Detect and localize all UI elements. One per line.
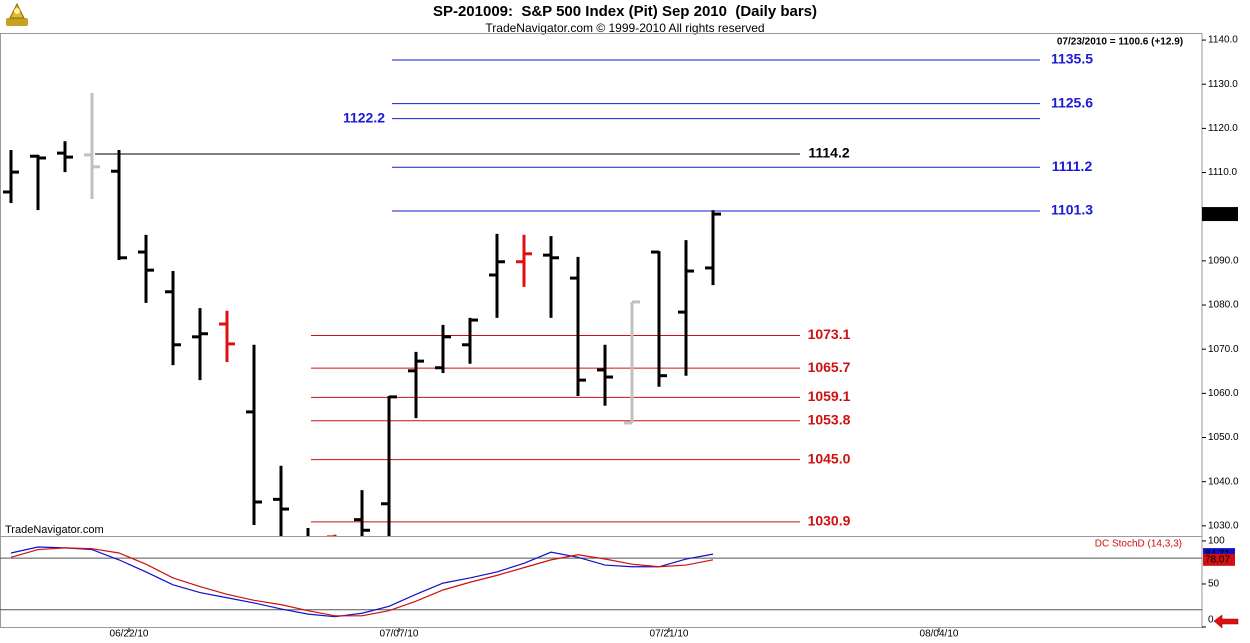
ohlc-bar: [111, 150, 127, 260]
ohlc-bar: [246, 344, 262, 525]
level-label: 1111.2: [1052, 158, 1093, 174]
level-label: 1053.8: [808, 411, 851, 427]
stoch-y-tick-label: 100: [1208, 536, 1225, 547]
level-label: 1125.6: [1051, 94, 1093, 110]
y-tick-label: 1040.0: [1208, 476, 1239, 487]
x-tick-label: 07/21/10: [650, 629, 689, 640]
stoch-title: DC StochD (14,3,3): [1095, 539, 1182, 550]
watermark: TradeNavigator.com: [5, 524, 104, 536]
level-label: 1073.1: [808, 326, 851, 342]
ohlc-bar: [651, 250, 667, 387]
ohlc-bar: [408, 351, 424, 419]
level-label: 1135.5: [1051, 51, 1093, 67]
ohlc-bar: [435, 324, 451, 374]
last-price-box: [1202, 207, 1238, 222]
ohlc-bar: [462, 317, 478, 364]
ohlc-bar: [84, 93, 100, 200]
y-tick-label: 1140.0: [1208, 35, 1238, 46]
level-label: 1065.7: [808, 359, 851, 375]
ohlc-bar: [138, 234, 154, 303]
ohlc-bar: [597, 344, 613, 406]
ohlc-bar: [57, 141, 73, 173]
stoch-layer: [0, 546, 1202, 618]
ohlc-bar: [354, 490, 370, 536]
logo: [6, 2, 28, 26]
ohlc-bar: [678, 240, 694, 376]
ohlc-bar: [570, 256, 586, 397]
level-label: 1101.3: [1051, 202, 1093, 218]
stoch-line: [10, 547, 714, 617]
stoch-y-tick-label: 0: [1208, 615, 1214, 626]
y-tick-label: 1080.0: [1208, 300, 1239, 311]
scroll-arrow[interactable]: [1213, 614, 1239, 629]
level-label: 1045.0: [808, 450, 851, 466]
stoch-value-box: [1203, 553, 1235, 566]
level-label: 1114.2: [808, 145, 849, 161]
y-tick-label: 1130.0: [1208, 79, 1238, 90]
stoch-panel-border: [0, 536, 1203, 628]
y-tick-label: 1090.0: [1208, 256, 1239, 267]
ohlc-bar: [30, 154, 46, 211]
ohlc-bar: [192, 308, 208, 381]
y-tick-label: 1060.0: [1208, 388, 1239, 399]
last-price-label: 1100.6: [1204, 209, 1234, 220]
level-label: 1059.1: [808, 388, 851, 404]
ohlc-bar: [273, 465, 289, 536]
stoch-line: [10, 546, 714, 618]
level-label: 1122.2: [343, 109, 385, 125]
y-tick-label: 1070.0: [1208, 344, 1239, 355]
y-tick-label: 1030.0: [1208, 520, 1239, 531]
level-label: 1030.9: [808, 513, 851, 529]
chart-title: SP-201009: S&P 500 Index (Pit) Sep 2010 …: [433, 3, 817, 20]
chart-subtitle: TradeNavigator.com © 1999-2010 All right…: [485, 21, 764, 35]
x-tick-label: 06/22/10: [110, 629, 149, 640]
ohlc-bar: [543, 236, 559, 318]
ohlc-bar: [381, 395, 397, 536]
ohlc-bar: [516, 234, 532, 287]
y-tick-label: 1110.0: [1208, 167, 1238, 178]
ohlc-bar: [624, 300, 640, 425]
stoch-value-label: 78.07: [1205, 554, 1230, 565]
price-layer: [3, 59, 1040, 536]
ohlc-bar: [3, 150, 19, 204]
stoch-y-tick-label: 50: [1208, 579, 1220, 590]
y-tick-label: 1050.0: [1208, 432, 1239, 443]
ohlc-bar: [705, 210, 721, 286]
y-tick-label: 1120.0: [1208, 123, 1238, 134]
ohlc-bar: [219, 310, 235, 363]
last-quote: 07/23/2010 = 1100.6 (+12.9): [1057, 37, 1183, 48]
axis-layer: 1030.0 1040.0 1050.0 1060.0 1070.0 1080.0 1090…: [110, 35, 1239, 640]
x-tick-label: 07/07/10: [380, 629, 419, 640]
x-tick-label: 08/04/10: [920, 629, 959, 640]
ohlc-bar: [165, 271, 181, 366]
ohlc-bar: [489, 233, 505, 318]
